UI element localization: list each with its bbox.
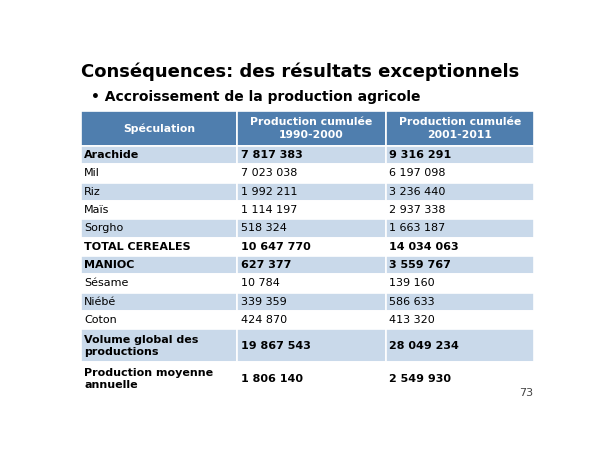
Bar (80, 292, 237, 311)
Text: Conséquences: des résultats exceptionnels: Conséquences: des résultats exceptionnel… (80, 63, 519, 81)
Bar (80, 164, 237, 183)
Bar (80, 219, 237, 238)
Bar (80, 146, 237, 164)
Bar (386, 146, 535, 164)
Bar (237, 111, 386, 146)
Text: 1 992 211: 1 992 211 (241, 187, 298, 197)
Bar (386, 164, 535, 183)
Bar (237, 164, 386, 183)
Text: 139 160: 139 160 (389, 279, 435, 288)
Text: Arachide: Arachide (84, 150, 140, 160)
Bar (237, 219, 386, 238)
Text: 14 034 063: 14 034 063 (389, 242, 459, 252)
Text: Niébé: Niébé (84, 297, 116, 307)
Text: MANIOC: MANIOC (84, 260, 134, 270)
Text: Volume global des
productions: Volume global des productions (84, 335, 199, 357)
Bar (386, 311, 535, 329)
Text: 9 316 291: 9 316 291 (389, 150, 452, 160)
Bar (386, 111, 535, 146)
Text: 7 817 383: 7 817 383 (241, 150, 302, 160)
Bar (386, 329, 535, 362)
Text: 586 633: 586 633 (389, 297, 435, 307)
Bar (80, 256, 237, 274)
Bar (80, 111, 237, 146)
Bar (80, 311, 237, 329)
Text: 1 806 140: 1 806 140 (241, 374, 303, 384)
Bar (386, 201, 535, 219)
Bar (80, 329, 237, 362)
Text: Sorgho: Sorgho (84, 224, 124, 234)
Text: Production moyenne
annuelle: Production moyenne annuelle (84, 368, 214, 390)
Bar (386, 292, 535, 311)
Bar (237, 238, 386, 256)
Text: TOTAL CEREALES: TOTAL CEREALES (84, 242, 191, 252)
Bar (237, 362, 386, 395)
Bar (80, 183, 237, 201)
Text: 3 236 440: 3 236 440 (389, 187, 446, 197)
Text: 2 549 930: 2 549 930 (389, 374, 451, 384)
Text: Production cumulée
2001-2011: Production cumulée 2001-2011 (399, 117, 521, 140)
Bar (386, 238, 535, 256)
Bar (80, 362, 237, 395)
Text: Production cumulée
1990-2000: Production cumulée 1990-2000 (250, 117, 373, 140)
Bar (80, 274, 237, 292)
Text: Riz: Riz (84, 187, 101, 197)
Text: 19 867 543: 19 867 543 (241, 341, 311, 351)
Text: Coton: Coton (84, 315, 117, 325)
Text: 424 870: 424 870 (241, 315, 287, 325)
Text: 73: 73 (519, 388, 533, 398)
Bar (80, 238, 237, 256)
Text: 627 377: 627 377 (241, 260, 291, 270)
Bar (237, 256, 386, 274)
Text: 413 320: 413 320 (389, 315, 435, 325)
Text: 6 197 098: 6 197 098 (389, 168, 446, 179)
Text: 7 023 038: 7 023 038 (241, 168, 297, 179)
Text: Mil: Mil (84, 168, 100, 179)
Text: 1 663 187: 1 663 187 (389, 224, 446, 234)
Bar (237, 311, 386, 329)
Text: Maïs: Maïs (84, 205, 110, 215)
Text: Sésame: Sésame (84, 279, 128, 288)
Text: 339 359: 339 359 (241, 297, 287, 307)
Text: • Accroissement de la production agricole: • Accroissement de la production agricol… (91, 90, 421, 104)
Text: 28 049 234: 28 049 234 (389, 341, 459, 351)
Text: 3 559 767: 3 559 767 (389, 260, 451, 270)
Text: 2 937 338: 2 937 338 (389, 205, 446, 215)
Bar (237, 146, 386, 164)
Bar (237, 292, 386, 311)
Text: 518 324: 518 324 (241, 224, 287, 234)
Bar (237, 329, 386, 362)
Text: 10 647 770: 10 647 770 (241, 242, 311, 252)
Bar (386, 274, 535, 292)
Bar (386, 183, 535, 201)
Bar (80, 201, 237, 219)
Text: 10 784: 10 784 (241, 279, 280, 288)
Bar (386, 256, 535, 274)
Text: 1 114 197: 1 114 197 (241, 205, 297, 215)
Bar (386, 362, 535, 395)
Bar (386, 219, 535, 238)
Bar (237, 201, 386, 219)
Text: Spéculation: Spéculation (123, 123, 195, 134)
Bar (237, 183, 386, 201)
Bar (237, 274, 386, 292)
